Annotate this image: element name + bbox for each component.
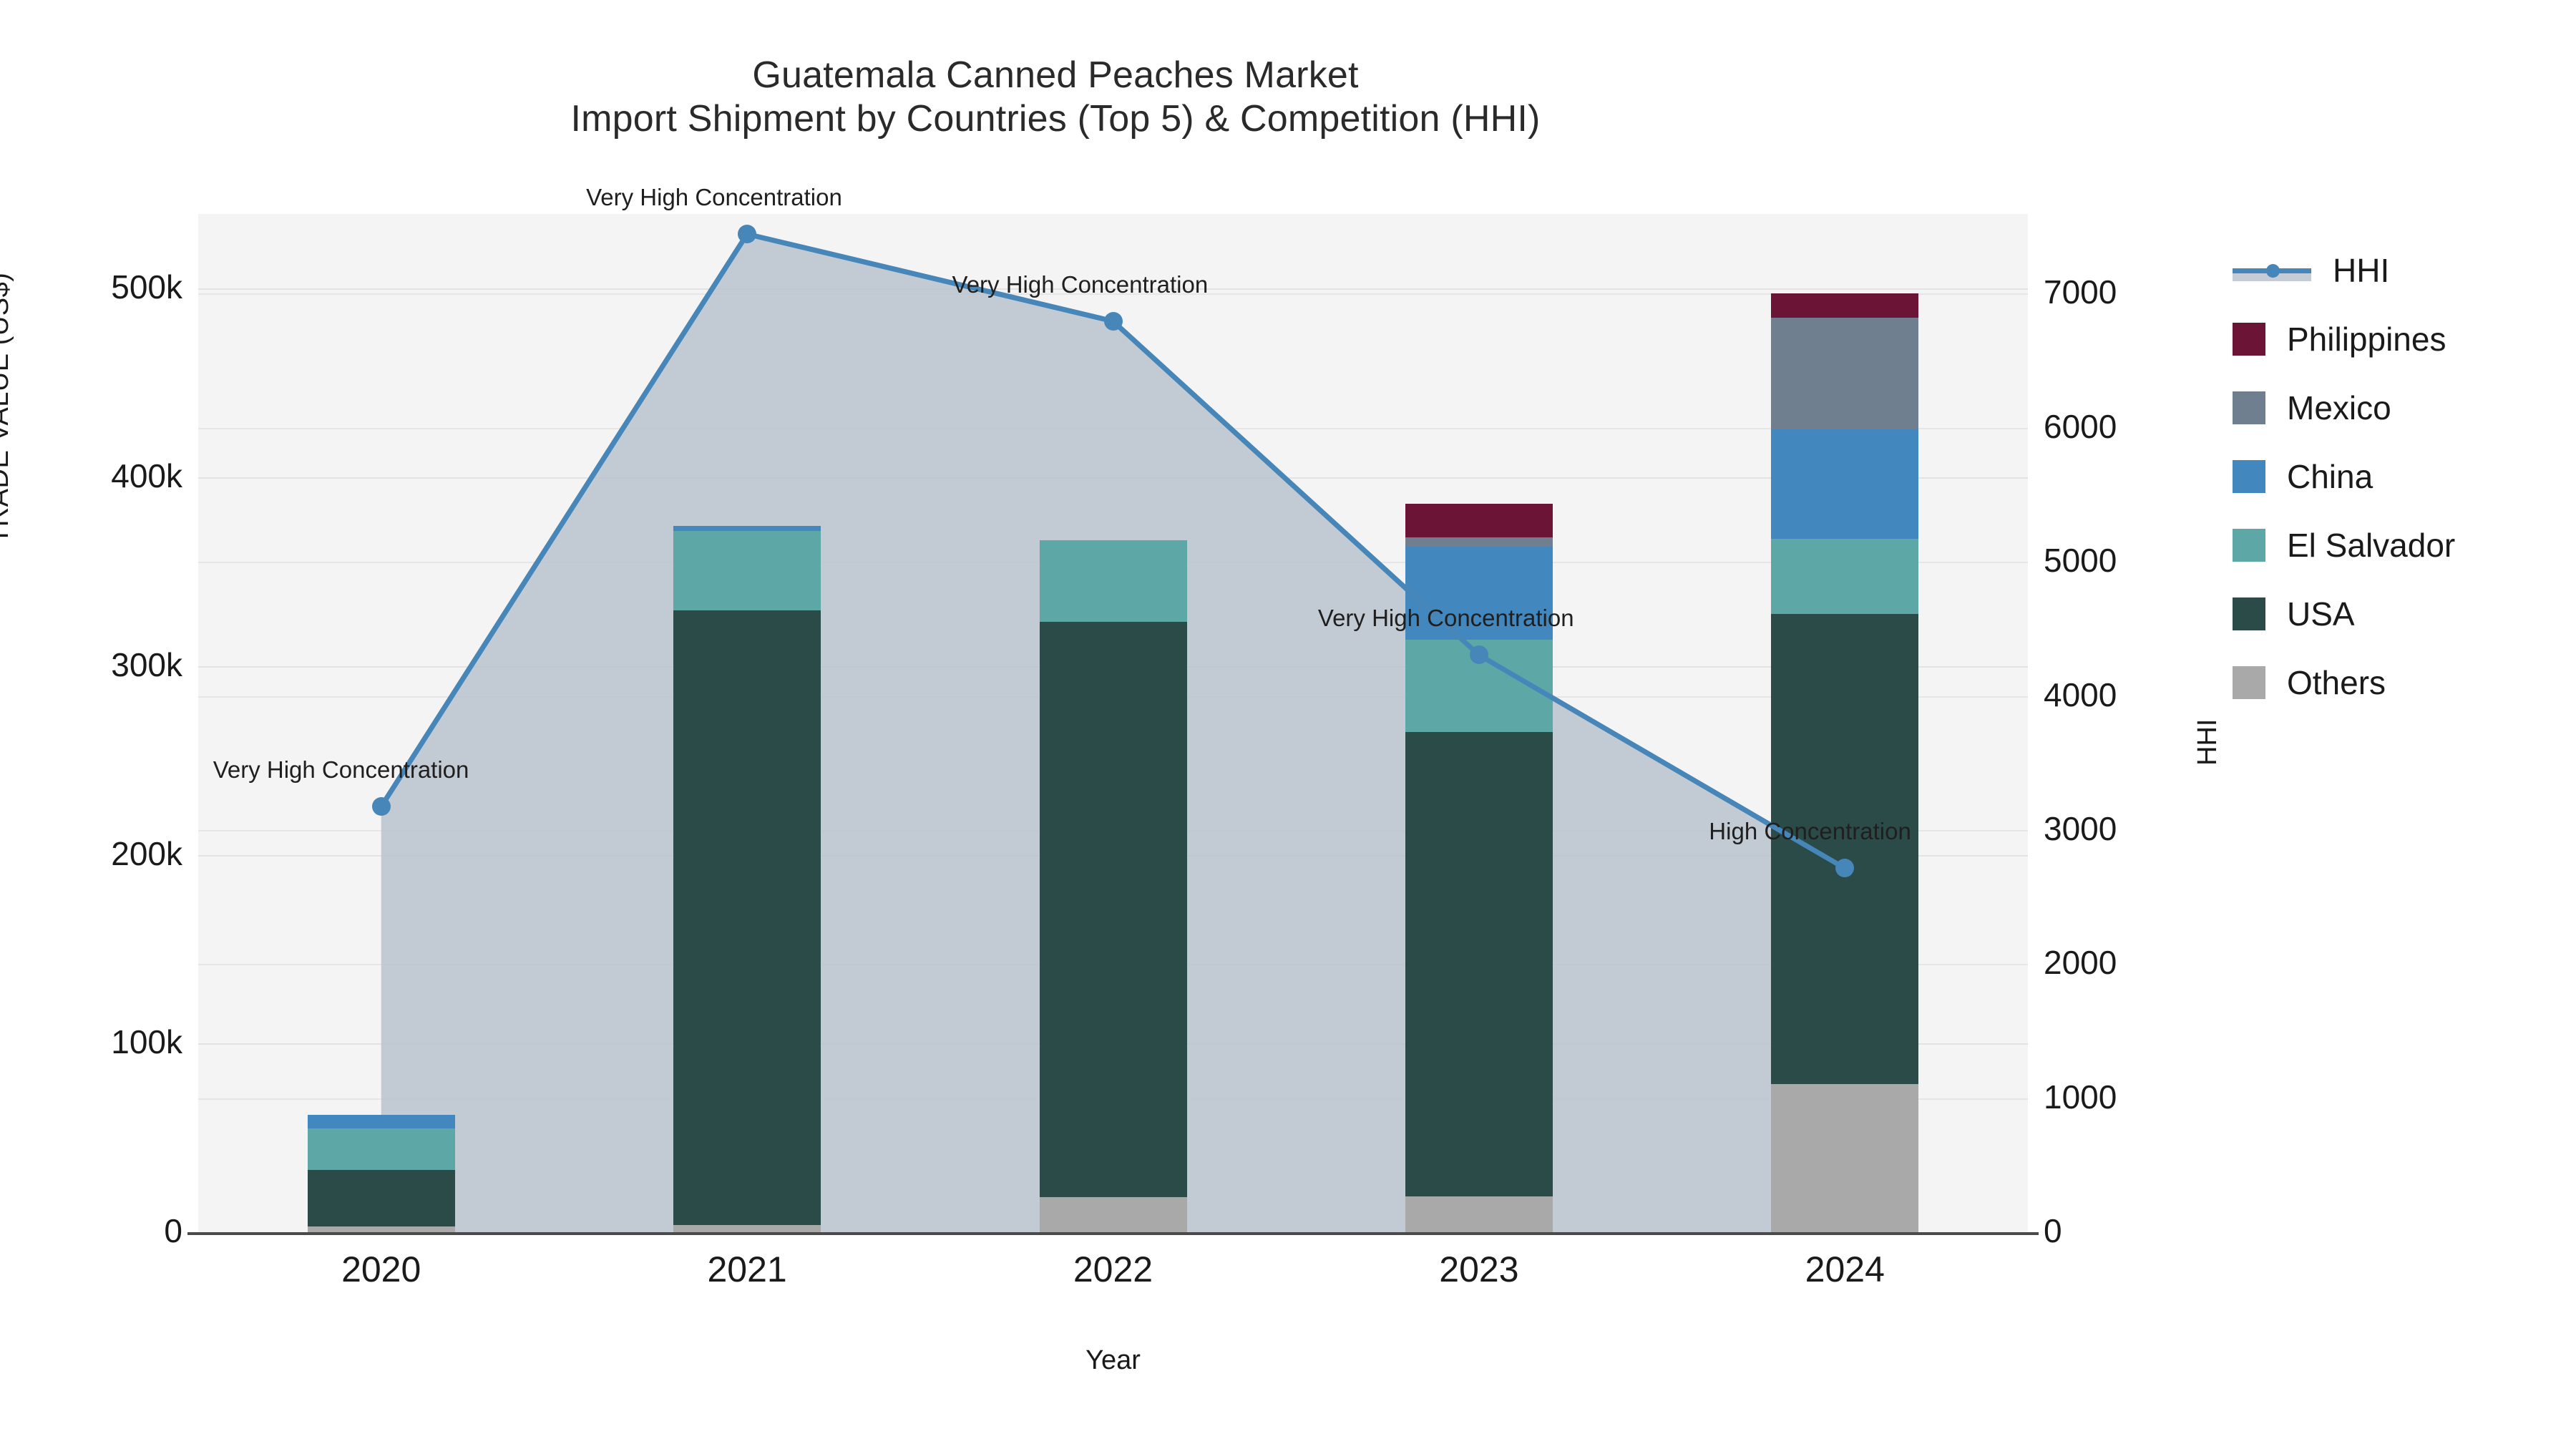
legend-swatch-icon xyxy=(2233,529,2265,562)
y-tick-right: 0 xyxy=(2044,1212,2062,1249)
bar-segment-usa[interactable] xyxy=(1771,614,1919,1084)
bar-segment-usa[interactable] xyxy=(1405,731,1553,1196)
legend-item-label: El Salvador xyxy=(2287,527,2456,564)
annotation-2022: Very High Concentration xyxy=(952,270,1209,298)
hhi-marker-2021[interactable] xyxy=(738,225,757,244)
bar-segment-china[interactable] xyxy=(1771,429,1919,539)
hhi-marker-2024[interactable] xyxy=(1835,859,1855,878)
legend-item-usa[interactable]: USA xyxy=(2233,580,2455,648)
bar-segment-el-salvador[interactable] xyxy=(1771,538,1919,615)
hhi-marker-2022[interactable] xyxy=(1103,311,1123,331)
bar-segment-usa[interactable] xyxy=(1039,621,1187,1197)
bar-segment-others[interactable] xyxy=(307,1226,455,1233)
y-tick-right: 7000 xyxy=(2044,273,2117,311)
legend-item-others[interactable]: Others xyxy=(2233,648,2455,717)
legend-item-label: Philippines xyxy=(2287,321,2446,358)
y-axis-right-label: HHI xyxy=(2192,718,2223,766)
x-axis-line xyxy=(187,1232,2039,1235)
bar-segment-china[interactable] xyxy=(307,1114,455,1128)
annotation-2020: Very High Concentration xyxy=(213,756,469,784)
bar-segment-philippines[interactable] xyxy=(1771,293,1919,318)
x-tick-2020: 2020 xyxy=(341,1249,421,1289)
legend-item-mexico[interactable]: Mexico xyxy=(2233,374,2455,442)
legend-item-el-salvador[interactable]: El Salvador xyxy=(2233,511,2455,580)
x-tick-2021: 2021 xyxy=(707,1249,787,1289)
bar-group-2021[interactable] xyxy=(673,214,821,1233)
legend-swatch-icon xyxy=(2233,460,2265,493)
y-tick-right: 5000 xyxy=(2044,542,2117,580)
bar-group-2024[interactable] xyxy=(1771,214,1919,1233)
legend-swatch-icon xyxy=(2233,666,2265,699)
bar-segment-mexico[interactable] xyxy=(1405,537,1553,547)
bar-segment-mexico[interactable] xyxy=(1771,318,1919,429)
y-tick-right: 1000 xyxy=(2044,1078,2117,1116)
bar-group-2022[interactable] xyxy=(1039,214,1187,1233)
bar-segment-others[interactable] xyxy=(673,1225,821,1233)
y-tick-left: 500k xyxy=(111,268,182,306)
annotation-2021: Very High Concentration xyxy=(586,184,842,211)
bar-segment-usa[interactable] xyxy=(673,610,821,1226)
y-tick-left: 300k xyxy=(111,645,182,683)
chart-title-line-2: Import Shipment by Countries (Top 5) & C… xyxy=(570,98,1541,140)
legend-item-label: HHI xyxy=(2333,252,2390,289)
hhi-marker-2023[interactable] xyxy=(1469,645,1488,665)
x-tick-2024: 2024 xyxy=(1805,1249,1885,1289)
bar-segment-others[interactable] xyxy=(1039,1196,1187,1233)
x-tick-2023: 2023 xyxy=(1439,1249,1519,1289)
y-tick-right: 2000 xyxy=(2044,944,2117,982)
y-axis-left-label: TRADE VALUE (US$) xyxy=(0,272,14,544)
bar-segment-others[interactable] xyxy=(1771,1083,1919,1233)
bar-segment-china[interactable] xyxy=(673,525,821,532)
bar-segment-el-salvador[interactable] xyxy=(307,1128,455,1170)
y-tick-left: 400k xyxy=(111,457,182,495)
hhi-marker-2020[interactable] xyxy=(371,797,391,816)
bar-segment-others[interactable] xyxy=(1405,1196,1553,1233)
bar-segment-usa[interactable] xyxy=(307,1169,455,1226)
legend-item-china[interactable]: China xyxy=(2233,442,2455,511)
bar-segment-el-salvador[interactable] xyxy=(1039,540,1187,622)
annotation-2024: High Concentration xyxy=(1709,818,1911,845)
hhi-line-icon xyxy=(2233,254,2311,287)
legend-swatch-icon xyxy=(2233,323,2265,356)
legend-swatch-icon xyxy=(2233,597,2265,630)
legend-item-label: USA xyxy=(2287,595,2355,633)
legend-item-label: Others xyxy=(2287,664,2386,701)
chart-title-line-1: Guatemala Canned Peaches Market xyxy=(752,54,1359,96)
y-tick-right: 4000 xyxy=(2044,675,2117,713)
y-tick-right: 6000 xyxy=(2044,407,2117,445)
y-tick-left: 0 xyxy=(164,1212,182,1249)
y-tick-left: 100k xyxy=(111,1023,182,1061)
annotation-2023: Very High Concentration xyxy=(1317,605,1574,632)
legend-swatch-icon xyxy=(2233,391,2265,424)
legend: HHI Philippines Mexico China El Salvador USA O… xyxy=(2233,236,2455,717)
chart-title: Guatemala Canned Peaches Market Import S… xyxy=(0,54,2111,142)
bar-segment-philippines[interactable] xyxy=(1405,503,1553,538)
legend-item-label: China xyxy=(2287,458,2373,495)
bar-group-2023[interactable] xyxy=(1405,214,1553,1233)
y-tick-right: 3000 xyxy=(2044,809,2117,847)
y-tick-left: 200k xyxy=(111,834,182,872)
legend-item-hhi[interactable]: HHI xyxy=(2233,236,2455,305)
x-axis-label: Year xyxy=(1085,1345,1141,1375)
plot-area xyxy=(198,214,2028,1234)
legend-item-philippines[interactable]: Philippines xyxy=(2233,305,2455,374)
legend-item-label: Mexico xyxy=(2287,389,2391,426)
bar-segment-el-salvador[interactable] xyxy=(673,531,821,610)
bar-group-2020[interactable] xyxy=(307,214,455,1233)
x-tick-2022: 2022 xyxy=(1073,1249,1153,1289)
